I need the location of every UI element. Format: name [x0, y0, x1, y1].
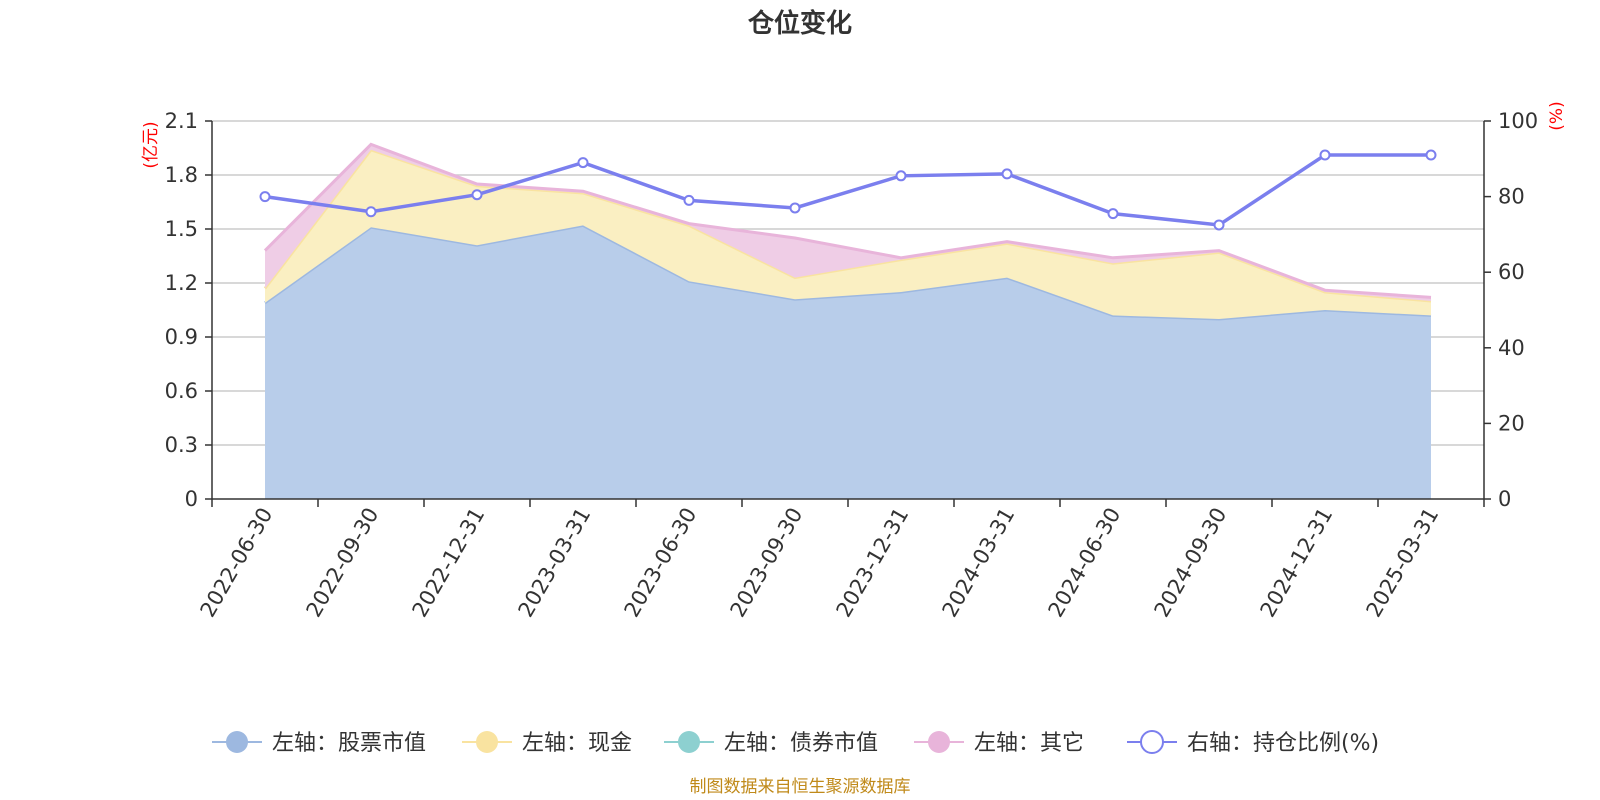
x-tick-label: 2023-03-31 [514, 504, 596, 622]
left-tick-label: 0.3 [165, 433, 198, 457]
axes [211, 121, 1485, 507]
chart-title: 仓位变化 [747, 8, 852, 39]
right-tick-label: 60 [1498, 260, 1525, 284]
left-tick-label: 1.5 [165, 217, 198, 241]
right-tick-labels: 0 20 40 60 80 100 [1498, 109, 1538, 511]
legend-marker [226, 731, 248, 753]
ratio-point [1107, 208, 1119, 220]
right-tick-label: 40 [1498, 336, 1525, 360]
right-tick-label: 20 [1498, 411, 1525, 435]
legend-marker [476, 731, 498, 753]
ratio-point [1425, 149, 1437, 161]
right-axis-unit: (%) [1547, 101, 1567, 130]
stacked-areas [263, 142, 1432, 499]
legend-marker [678, 731, 700, 753]
ratio-point [1319, 149, 1331, 161]
legend-label: 左轴：其它 [974, 731, 1084, 756]
ratio-point [683, 194, 695, 206]
legend-label: 左轴：现金 [522, 731, 632, 756]
x-tick-label: 2024-06-30 [1044, 504, 1126, 622]
right-tick-label: 0 [1498, 487, 1511, 511]
left-axis-unit: (亿元) [141, 121, 161, 168]
legend-label: 右轴：持仓比例(%) [1187, 731, 1379, 756]
left-tick-label: 0.6 [165, 379, 198, 403]
ratio-point [471, 189, 483, 201]
x-tick-label: 2024-09-30 [1150, 504, 1232, 622]
left-tick-label: 0.9 [165, 325, 198, 349]
ratio-point [259, 191, 271, 203]
x-tick-label: 2025-03-31 [1362, 504, 1444, 622]
right-tick-label: 100 [1498, 109, 1538, 133]
ratio-point [1213, 219, 1225, 231]
ratio-point [577, 157, 589, 169]
left-tick-label: 0 [185, 487, 198, 511]
x-tick-label: 2023-09-30 [726, 504, 808, 622]
left-tick-label: 2.1 [165, 109, 198, 133]
x-tick-label: 2023-12-31 [832, 504, 914, 622]
right-tick-label: 80 [1498, 185, 1525, 209]
source-note: 制图数据来自恒生聚源数据库 [690, 777, 911, 797]
ratio-point [365, 206, 377, 218]
x-tick-label: 2023-06-30 [620, 504, 702, 622]
ratio-point [895, 170, 907, 182]
left-tick-label: 1.8 [165, 163, 198, 187]
left-tick-label: 1.2 [165, 271, 198, 295]
x-tick-label: 2022-09-30 [302, 504, 384, 622]
x-tick-label: 2024-03-31 [938, 504, 1020, 622]
x-tick-label: 2024-12-31 [1256, 504, 1338, 622]
legend-label: 左轴：股票市值 [272, 731, 426, 756]
legend-label: 左轴：债券市值 [724, 731, 878, 756]
legend-marker [928, 731, 950, 753]
area-edge [263, 142, 1432, 299]
ratio-line-series [259, 149, 1437, 231]
area-9db8e0 [265, 225, 1431, 499]
x-tick-labels: 2022-06-30 2022-09-30 2022-12-31 2023-03-31… [196, 504, 1444, 622]
left-tick-labels: 0 0.3 0.6 0.9 1.2 1.5 1.8 2.1 [165, 109, 198, 511]
ratio-line [264, 153, 1431, 227]
ratio-point [789, 202, 801, 214]
x-tick-label: 2022-06-30 [196, 504, 278, 622]
ratio-point [1001, 168, 1013, 180]
legend-marker [1140, 730, 1164, 754]
legend: 左轴：股票市值 左轴：现金 左轴：债券市值 左轴：其它 右轴：持仓比例(%) [212, 730, 1379, 756]
x-tick-label: 2022-12-31 [408, 504, 490, 622]
